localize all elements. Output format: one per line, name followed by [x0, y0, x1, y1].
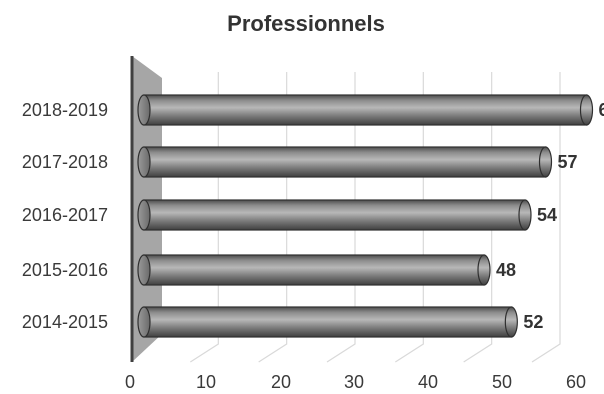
bar: [137, 146, 553, 178]
bar-end-cap: [518, 199, 532, 231]
data-label: 57: [558, 152, 578, 172]
bar-start-cap: [137, 254, 151, 286]
bar: [137, 94, 594, 126]
bar-start-cap: [137, 199, 151, 231]
category-label: 2014-2015: [22, 312, 108, 332]
bar: [137, 306, 518, 338]
bar-start-cap: [137, 146, 151, 178]
gridline: [531, 72, 561, 363]
bar-end-cap: [538, 146, 553, 178]
x-tick-label: 50: [492, 372, 512, 392]
bar: [137, 199, 532, 231]
data-label: 48: [496, 260, 516, 280]
x-tick-label: 60: [566, 372, 586, 392]
bar-end-cap: [504, 306, 518, 338]
bar: [137, 254, 491, 286]
bar-body: [143, 254, 485, 286]
x-tick-label: 0: [125, 372, 135, 392]
value-labels: 63 57 54 48 52: [496, 100, 604, 332]
data-label: 52: [523, 312, 543, 332]
bar-body: [143, 199, 526, 231]
data-label: 63: [599, 100, 604, 120]
bars: [137, 94, 594, 338]
bar-start-cap: [137, 94, 151, 126]
bar-body: [143, 306, 512, 338]
bar-end-cap: [477, 254, 491, 286]
x-tick-label: 40: [418, 372, 438, 392]
bar-body: [143, 146, 547, 178]
category-label: 2017-2018: [22, 152, 108, 172]
bar-start-cap: [137, 306, 151, 338]
x-tick-label: 20: [271, 372, 291, 392]
x-tick-label: 30: [344, 372, 364, 392]
bar-end-cap: [579, 94, 594, 126]
data-label: 54: [537, 205, 557, 225]
bar-body: [143, 94, 588, 126]
category-labels: 2018-2019 2017-2018 2016-2017 2015-2016 2014…: [22, 100, 108, 332]
x-tick-label: 10: [196, 372, 216, 392]
category-label: 2016-2017: [22, 205, 108, 225]
x-axis-ticks: 0 10 20 30 40 50 60: [125, 372, 586, 392]
category-label: 2015-2016: [22, 260, 108, 280]
category-label: 2018-2019: [22, 100, 108, 120]
chart-title: Professionnels: [227, 11, 385, 36]
